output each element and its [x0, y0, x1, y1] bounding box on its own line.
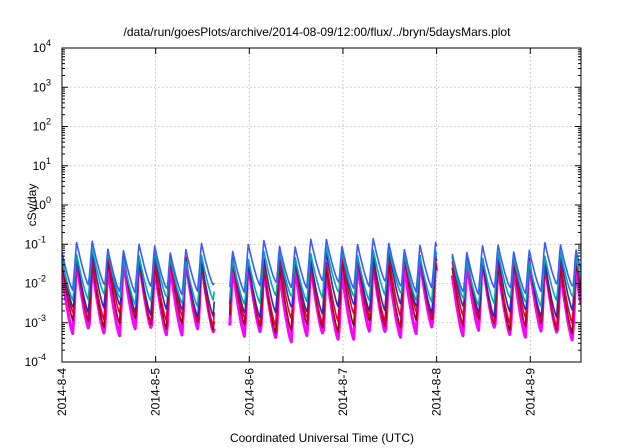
series-line — [62, 247, 215, 308]
y-axis-label: cSv/day — [25, 184, 39, 227]
x-tick-label: 2014-8-9 — [523, 368, 537, 416]
y-tick-label: 10-4 — [25, 352, 46, 369]
x-tick-label: 2014-8-8 — [430, 368, 444, 416]
y-tick-label: 101 — [33, 156, 51, 173]
x-tick-label: 2014-8-5 — [149, 368, 163, 416]
y-tick-label: 100 — [33, 195, 51, 212]
series-line — [62, 240, 215, 296]
series-line — [229, 237, 438, 294]
x-tick-label: 2014-8-7 — [336, 368, 350, 416]
y-tick-label: 10-1 — [25, 234, 46, 251]
x-tick-label: 2014-8-6 — [242, 368, 256, 416]
x-tick-label: 2014-8-4 — [55, 368, 69, 416]
y-tick-label: 104 — [33, 38, 51, 55]
y-ticks: 10-4 10-3 10-2 10-1 100 101 102 103 104 — [25, 38, 581, 369]
y-tick-label: 102 — [33, 117, 51, 134]
y-tick-label: 10-3 — [25, 313, 46, 330]
grid — [62, 48, 581, 362]
y-tick-label: 10-2 — [25, 274, 46, 291]
chart-title: /data/run/goesPlots/archive/2014-08-09/1… — [124, 25, 512, 39]
series-group — [62, 237, 581, 344]
x-axis-label: Coordinated Universal Time (UTC) — [230, 431, 414, 445]
series-line — [451, 242, 581, 295]
x-ticks: 2014-8-4 2014-8-5 2014-8-6 2014-8-7 2014-8-8… — [55, 48, 537, 416]
y-tick-label: 103 — [33, 77, 51, 94]
